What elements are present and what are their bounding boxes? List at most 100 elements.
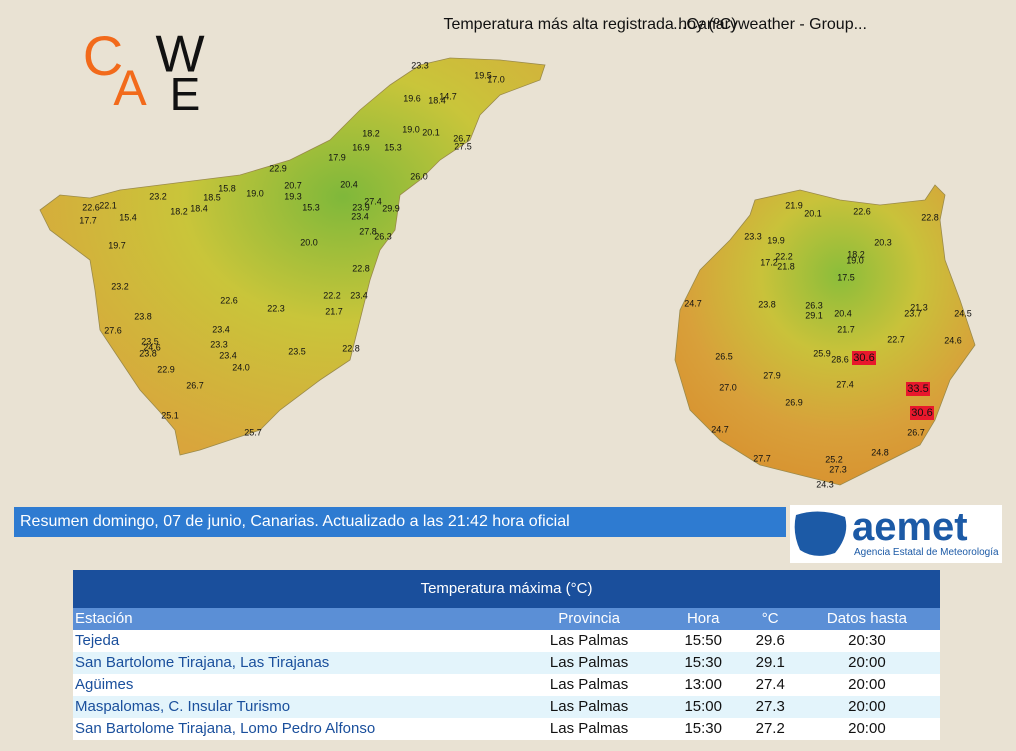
temperature-label: 23.9 [352,202,370,212]
temperature-label: 20.4 [340,179,358,189]
temperature-label: 19.0 [402,124,420,134]
table-cell: 29.6 [755,632,785,649]
temperature-label: 20.0 [300,237,318,247]
temperature-label: 19.3 [284,191,302,201]
temperature-label: 19.5 [474,70,492,80]
temperature-label: 27.6 [104,325,122,335]
temperature-label: 28.6 [831,354,849,364]
table-cell: 27.2 [755,720,785,737]
temperature-label: 22.3 [267,303,285,313]
table-cell: Las Palmas [549,720,629,737]
temperature-label: 26.7 [907,427,925,437]
temperature-label: 22.2 [775,251,793,261]
temperature-label: 23.3 [744,231,762,241]
summary-banner: Resumen domingo, 07 de junio, Canarias. … [14,507,786,537]
temperature-label: 23.8 [134,311,152,321]
temperature-label: 23.3 [411,60,429,70]
table-title: Temperatura máxima (°C) [73,570,940,608]
temperature-label: 29.9 [382,203,400,213]
aemet-logo: aemet Agencia Estatal de Meteorología [790,505,1002,563]
temperature-label: 30.6 [853,352,874,364]
temperature-label: 22.8 [921,212,939,222]
temperature-label: 19.6 [403,93,421,103]
temperature-label: 26.9 [785,397,803,407]
logo-letter: E [170,68,201,120]
temperature-label: 20.1 [804,208,822,218]
temperature-label: 18.2 [362,128,380,138]
temperature-label: 19.9 [767,235,785,245]
temperature-label: 22.8 [342,343,360,353]
table-cell: Las Palmas [549,632,629,649]
temperature-label: 24.5 [954,308,972,318]
temperature-label: 20.4 [834,308,852,318]
temperature-label: 21.7 [325,306,343,316]
temperature-label: 18.4 [428,95,446,105]
temperature-label: 15.3 [302,202,320,212]
table-cell: Las Palmas [549,676,629,693]
map-title: Temperatura más alta registrada hoy (ºC) [443,16,736,33]
temperature-label: 26.7 [453,133,471,143]
table-cell: 27.4 [755,676,785,693]
temperature-label: 22.9 [157,364,175,374]
hot-marker [852,351,876,365]
table-cell: Las Palmas [549,654,629,671]
table: Temperatura máxima (°C) Estación Provinci… [73,570,940,740]
temperature-label: 19.0 [246,188,264,198]
temperature-label: 27.3 [829,464,847,474]
table-cell: Maspalomas, C. Insular Turismo [75,698,291,715]
aemet-subtitle: Agencia Estatal de Meteorología [854,547,999,558]
temperature-label: 22.6 [220,295,238,305]
table-cell: 27.3 [755,698,785,715]
temperature-label: 20.3 [874,237,892,247]
temperature-label: 26.3 [374,231,392,241]
temperature-label: 17.9 [328,152,346,162]
table-cell: Tejeda [75,632,120,649]
table-body: Tejeda Las Palmas 15:50 29.6 20:30 San Bartol… [73,630,940,740]
table-row: San Bartolome Tirajana, Las Tirajanas Las… [73,652,940,674]
table-row: San Bartolome Tirajana, Lomo Pedro Alfon… [73,718,940,740]
column-header: Hora [686,610,720,627]
table-cell: 20:30 [848,632,886,649]
temperature-label: 24.6 [143,342,161,352]
temperature-label: 24.8 [871,447,889,457]
temperature-label: 22.8 [352,263,370,273]
temperature-label: 23.5 [141,336,159,346]
temperature-label: 21.3 [910,302,928,312]
temperature-label: 18.2 [847,249,865,259]
temperature-label: 27.4 [364,196,382,206]
temperature-label: 23.5 [288,346,306,356]
temperature-label: 26.3 [805,300,823,310]
temperature-label: 15.4 [119,212,137,222]
table-cell: 15:30 [684,654,722,671]
temperature-label: 22.1 [99,200,117,210]
aemet-mark [794,511,847,556]
temperature-label: 27.0 [719,382,737,392]
table-cell: Agüimes [75,676,134,693]
temperature-label: 17.2 [760,257,778,267]
table-cell: 15:50 [684,632,722,649]
table-cell: 20:00 [848,654,886,671]
temperature-label: 23.7 [904,308,922,318]
temperature-label: 21.8 [777,261,795,271]
column-header: °C [761,610,779,627]
temperature-label: 23.8 [139,348,157,358]
table-header: Estación Provincia Hora °C Datos hasta [73,608,940,630]
temperature-label: 14.7 [439,91,457,101]
aemet-icon [794,511,847,556]
temperature-label: 27.4 [836,379,854,389]
table-cell: San Bartolome Tirajana, Las Tirajanas [75,654,330,671]
temperature-label: 23.2 [149,191,167,201]
column-header: Estación [75,610,133,627]
aemet-name: aemet [852,505,968,549]
logo: C A W E [83,24,205,120]
temperature-label: 26.0 [410,171,428,181]
table-row: Agüimes Las Palmas 13:00 27.4 20:00 [73,674,940,696]
temperature-label: 26.5 [715,351,733,361]
temperature-label: 23.8 [758,299,776,309]
table-cell: 20:00 [848,698,886,715]
hot-marker [906,382,930,396]
table-cell: 20:00 [848,720,886,737]
temperature-label: 15.3 [384,142,402,152]
temperature-label: 23.4 [350,290,368,300]
